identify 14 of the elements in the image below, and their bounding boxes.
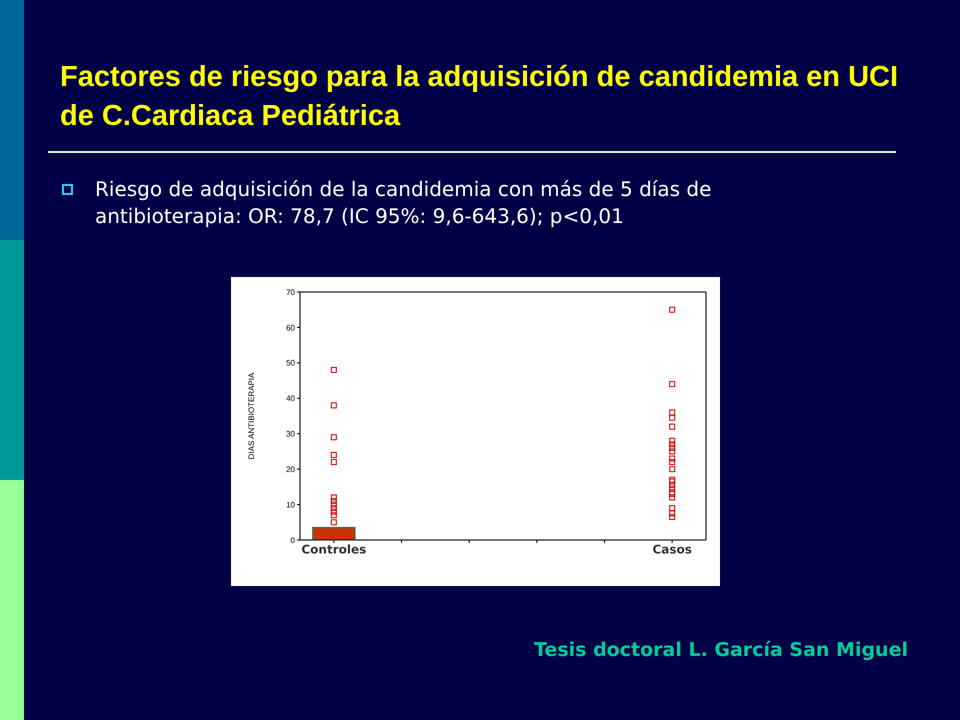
y-tick-label: 60	[286, 323, 296, 332]
y-tick-label: 70	[286, 288, 296, 297]
x-tick-label: Casos	[652, 542, 692, 557]
y-tick-label: 30	[286, 430, 296, 439]
x-tick-label: Controles	[301, 542, 366, 557]
text: Tesis doctoral L. García San Miguel	[534, 639, 908, 661]
y-tick-label: 20	[286, 464, 296, 474]
y-axis-title: DIAS ANTIBIOTERAPIA	[246, 372, 256, 460]
y-tick-label: 10	[286, 500, 296, 510]
y-tick-label: 40	[286, 394, 296, 404]
chart-subtitle: Riesgo de adquisición de la candidemia con más de 5 días de antibioterapia: OR: 78,7 (IC 95%: 9,6-643,6); p<0,01	[95, 176, 712, 230]
y-tick-label: 50	[286, 358, 296, 368]
y-tick-label: 0	[290, 536, 296, 545]
chart-title: Factores de riesgo para la adquisición de candidemia en UCI de C.Cardiaca Pediátrica	[60, 60, 900, 134]
